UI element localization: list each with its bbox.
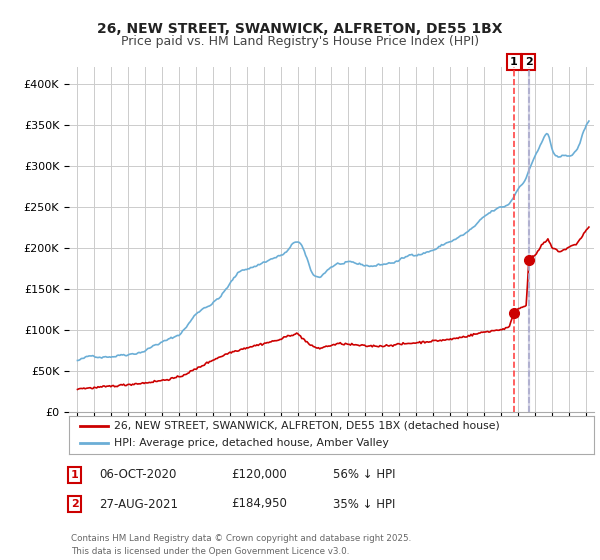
Text: Contains HM Land Registry data © Crown copyright and database right 2025.
This d: Contains HM Land Registry data © Crown c…: [71, 534, 411, 556]
Text: 26, NEW STREET, SWANWICK, ALFRETON, DE55 1BX: 26, NEW STREET, SWANWICK, ALFRETON, DE55…: [97, 22, 503, 36]
Text: 35% ↓ HPI: 35% ↓ HPI: [333, 497, 395, 511]
Text: 1: 1: [71, 470, 79, 480]
Text: £184,950: £184,950: [231, 497, 287, 511]
Text: 56% ↓ HPI: 56% ↓ HPI: [333, 468, 395, 482]
Text: 26, NEW STREET, SWANWICK, ALFRETON, DE55 1BX (detached house): 26, NEW STREET, SWANWICK, ALFRETON, DE55…: [113, 421, 499, 431]
Text: £120,000: £120,000: [231, 468, 287, 482]
Bar: [528, 67, 529, 412]
Text: 06-OCT-2020: 06-OCT-2020: [99, 468, 176, 482]
Text: 2: 2: [71, 499, 79, 509]
Text: 27-AUG-2021: 27-AUG-2021: [99, 497, 178, 511]
Text: 2: 2: [525, 57, 533, 67]
Text: 1: 1: [510, 57, 518, 67]
Text: Price paid vs. HM Land Registry's House Price Index (HPI): Price paid vs. HM Land Registry's House …: [121, 35, 479, 48]
Text: HPI: Average price, detached house, Amber Valley: HPI: Average price, detached house, Ambe…: [113, 438, 388, 449]
